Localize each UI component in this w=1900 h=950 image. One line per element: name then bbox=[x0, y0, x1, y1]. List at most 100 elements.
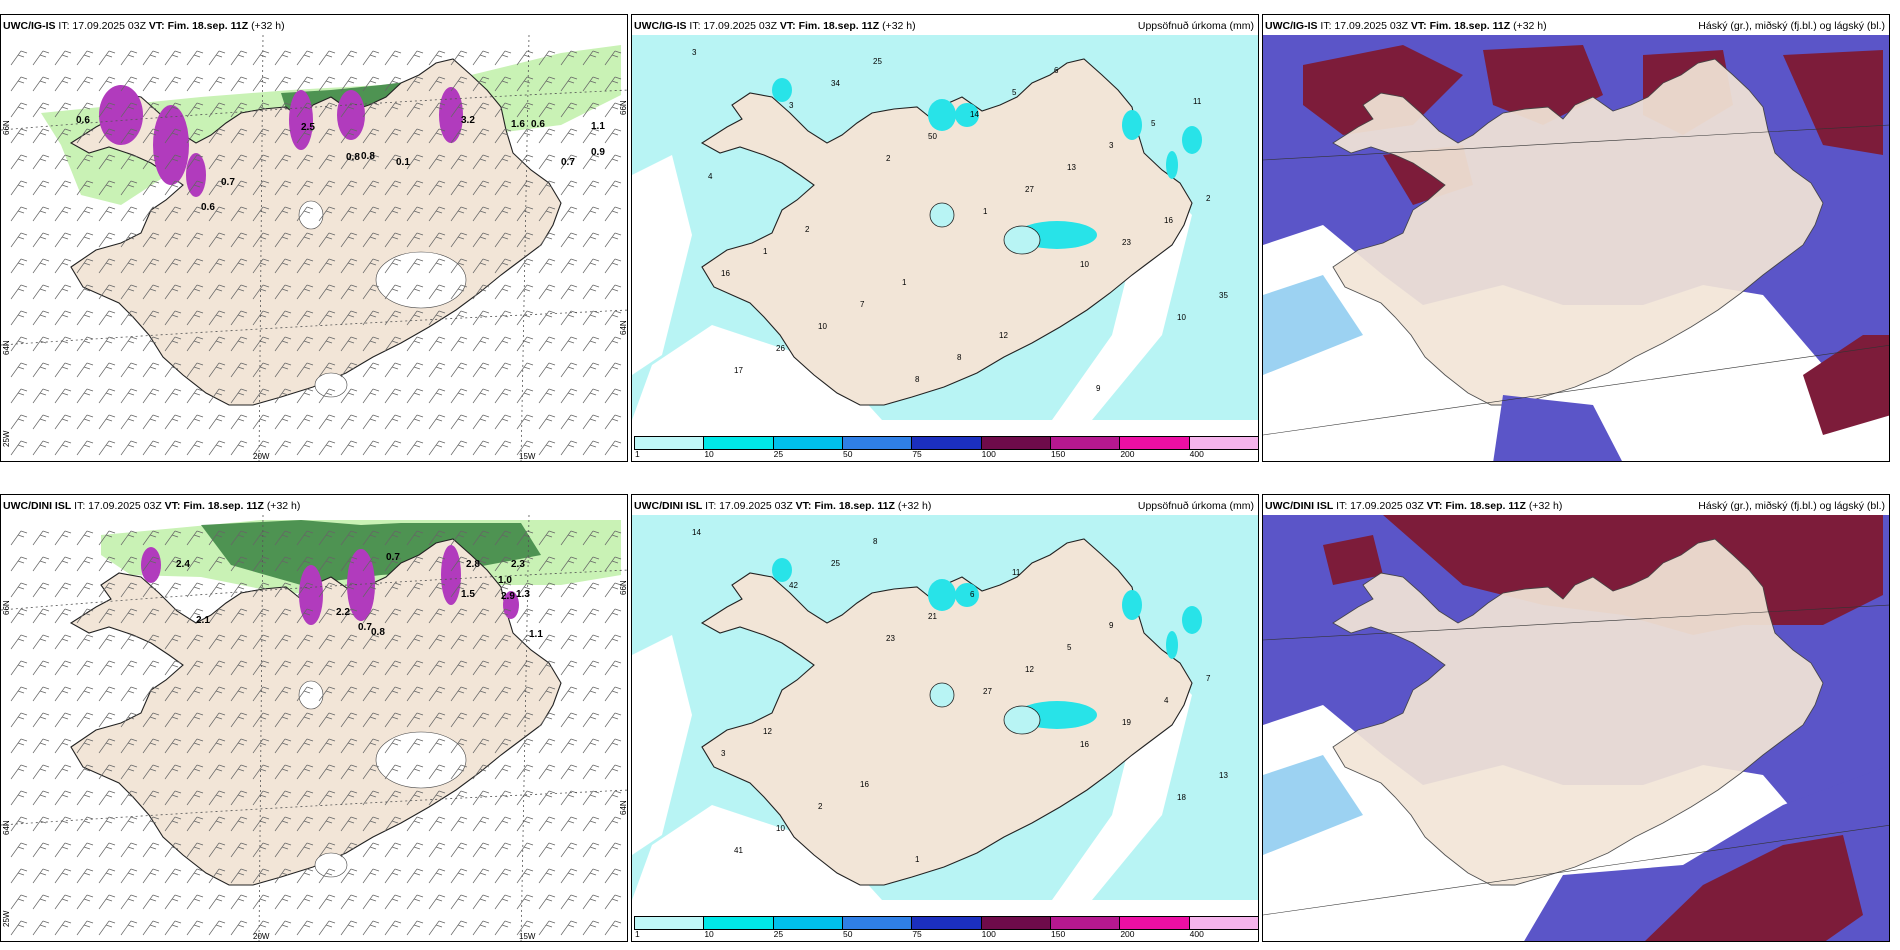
legend-swatch bbox=[911, 436, 982, 450]
wind-barb bbox=[76, 102, 94, 118]
parallel-66n bbox=[1, 89, 627, 131]
wind-barb bbox=[428, 582, 446, 598]
wind-barb bbox=[582, 842, 600, 858]
precip-value-label: 9 bbox=[1109, 621, 1114, 630]
wind-barb bbox=[582, 816, 600, 832]
wind-barb bbox=[186, 414, 204, 430]
precip-map[interactable]: 14 42 23 27 16 18 41 25 21 12 19 13 10 8 6 5 4 3 2 1 11 9 7 12 1… bbox=[632, 515, 1258, 900]
wind-barb bbox=[296, 128, 314, 144]
wind-barb bbox=[384, 582, 402, 598]
cloud-title: Háský (gr.), miðský (fj.bl.) og lágský (… bbox=[1698, 500, 1885, 512]
wind-barb bbox=[10, 556, 28, 572]
wind-barb bbox=[538, 660, 556, 676]
precip-value-label: 3 bbox=[721, 749, 726, 758]
cloud-map[interactable] bbox=[1263, 515, 1889, 941]
wind-barb bbox=[340, 816, 358, 832]
wind-barb bbox=[274, 868, 292, 884]
precip-value-label: 4 bbox=[1164, 696, 1169, 705]
wind-barb bbox=[142, 738, 160, 754]
wind-barb bbox=[120, 50, 138, 66]
wind-barb bbox=[384, 842, 402, 858]
wind-barb bbox=[560, 920, 578, 936]
wind-barb bbox=[428, 790, 446, 806]
wind-barb bbox=[494, 556, 512, 572]
wind-barb bbox=[274, 816, 292, 832]
wind-barb bbox=[538, 50, 556, 66]
wind-barb bbox=[120, 556, 138, 572]
wind-barb bbox=[164, 258, 182, 274]
wind-barb bbox=[142, 232, 160, 248]
wind-barb bbox=[274, 842, 292, 858]
wind-value-label: 0.6 bbox=[531, 119, 545, 130]
wind-map[interactable]: 66N 64N 25W 20W 15W 66N 64N 0.6 2.5 3.2 1.6 0.6 1.1 0… bbox=[1, 34, 627, 461]
wind-barb bbox=[516, 556, 534, 572]
wind-barb bbox=[98, 284, 116, 300]
wind-map[interactable]: 66N 64N 25W 20W 15W 66N 64N 2.4 0.7 2.8 2.3 1.0 1.5 2… bbox=[1, 514, 627, 941]
wind-barb bbox=[340, 868, 358, 884]
wind-barb bbox=[98, 868, 116, 884]
wind-barb bbox=[406, 738, 424, 754]
wind-barb bbox=[10, 608, 28, 624]
wind-barb bbox=[32, 868, 50, 884]
wind-barb bbox=[186, 336, 204, 352]
legend-swatch bbox=[703, 916, 774, 930]
wind-barb bbox=[76, 582, 94, 598]
wind-barb bbox=[560, 738, 578, 754]
wind-barb bbox=[318, 660, 336, 676]
wind-barb bbox=[362, 310, 380, 326]
wind-barb bbox=[252, 128, 270, 144]
wind-barb bbox=[98, 660, 116, 676]
snow-area bbox=[289, 90, 313, 150]
wind-barb bbox=[98, 388, 116, 404]
wind-barb bbox=[582, 310, 600, 326]
wind-barb bbox=[230, 232, 248, 248]
wind-barb bbox=[318, 180, 336, 196]
wind-barb bbox=[296, 530, 314, 546]
wind-barb bbox=[340, 712, 358, 728]
wind-barb bbox=[252, 362, 270, 378]
wind-barb bbox=[472, 154, 490, 170]
wind-barb bbox=[362, 608, 380, 624]
legend-tick-label: 150 bbox=[1051, 929, 1066, 939]
wind-barb bbox=[120, 868, 138, 884]
wind-barb bbox=[384, 608, 402, 624]
wind-barb bbox=[450, 50, 468, 66]
wind-barb bbox=[450, 920, 468, 936]
wind-barb bbox=[582, 608, 600, 624]
wind-barb bbox=[384, 206, 402, 222]
wind-barb bbox=[362, 556, 380, 572]
precip-value-label: 35 bbox=[1219, 291, 1228, 300]
wind-barb bbox=[516, 76, 534, 92]
wind-barb bbox=[406, 206, 424, 222]
wind-barb bbox=[296, 634, 314, 650]
cloud-map[interactable] bbox=[1263, 35, 1889, 461]
wind-barb bbox=[10, 530, 28, 546]
wind-barb bbox=[10, 790, 28, 806]
wind-barb bbox=[560, 556, 578, 572]
wind-barb bbox=[450, 414, 468, 430]
wind-barb bbox=[428, 310, 446, 326]
wind-barb bbox=[384, 388, 402, 404]
wind-barb bbox=[428, 842, 446, 858]
wind-barb bbox=[560, 102, 578, 118]
wind-barb bbox=[340, 206, 358, 222]
panel-cloud-ig: UWC/IG-IS IT: 17.09.2025 03Z VT: Fim. 18… bbox=[1262, 14, 1890, 462]
wind-barb bbox=[406, 232, 424, 248]
wind-barb bbox=[450, 582, 468, 598]
wind-barb bbox=[494, 920, 512, 936]
wind-barb bbox=[384, 816, 402, 832]
precip-map[interactable]: 3 3 2 1 10 10 17 34 50 27 23 35 26 25 14 13 16 16 10 8 5 3 2 1 7… bbox=[632, 35, 1258, 420]
wind-barb bbox=[76, 842, 94, 858]
wind-barb bbox=[318, 842, 336, 858]
wind-barb bbox=[384, 180, 402, 196]
wind-barb bbox=[164, 102, 182, 118]
wind-barb bbox=[10, 232, 28, 248]
wind-barb bbox=[142, 362, 160, 378]
wind-barb bbox=[76, 258, 94, 274]
precip-max-area bbox=[1182, 126, 1202, 154]
wind-barb bbox=[406, 414, 424, 430]
wind-barb bbox=[582, 530, 600, 546]
wind-barb bbox=[560, 284, 578, 300]
wind-value-label: 0.8 bbox=[371, 627, 385, 638]
wind-barb bbox=[428, 388, 446, 404]
